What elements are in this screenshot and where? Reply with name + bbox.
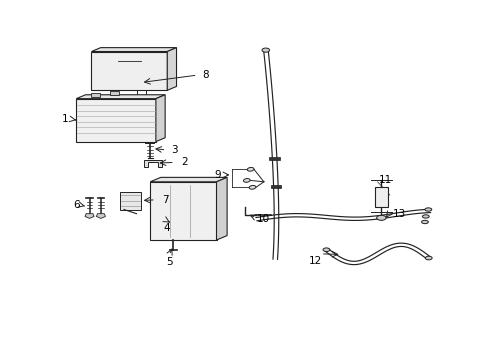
Ellipse shape <box>422 215 428 218</box>
Polygon shape <box>91 93 100 97</box>
Polygon shape <box>150 177 226 182</box>
Text: 11: 11 <box>378 175 391 185</box>
Ellipse shape <box>425 256 431 260</box>
Polygon shape <box>76 99 156 141</box>
Text: 10: 10 <box>256 214 269 224</box>
Text: 7: 7 <box>162 195 168 205</box>
Ellipse shape <box>247 167 253 171</box>
Text: 4: 4 <box>163 222 170 233</box>
Ellipse shape <box>262 48 269 52</box>
Polygon shape <box>110 91 119 95</box>
Polygon shape <box>91 48 176 51</box>
Ellipse shape <box>376 215 386 220</box>
Polygon shape <box>270 185 281 188</box>
Ellipse shape <box>424 208 431 211</box>
Polygon shape <box>96 214 105 219</box>
Text: 12: 12 <box>308 256 321 266</box>
Polygon shape <box>156 95 165 141</box>
Text: 2: 2 <box>181 157 187 167</box>
Text: 3: 3 <box>171 145 178 155</box>
Ellipse shape <box>323 248 329 252</box>
Ellipse shape <box>423 220 430 224</box>
Polygon shape <box>120 192 141 210</box>
Text: 5: 5 <box>165 257 172 267</box>
Polygon shape <box>167 48 176 90</box>
Text: 6: 6 <box>73 201 80 210</box>
Polygon shape <box>374 187 387 207</box>
Polygon shape <box>76 95 165 99</box>
Ellipse shape <box>243 179 250 182</box>
Polygon shape <box>269 157 279 160</box>
Ellipse shape <box>249 185 255 189</box>
Polygon shape <box>91 51 167 90</box>
Polygon shape <box>150 182 216 240</box>
Text: 9: 9 <box>214 170 221 180</box>
Polygon shape <box>85 214 94 219</box>
Text: 1: 1 <box>61 114 68 125</box>
Text: 8: 8 <box>202 70 209 80</box>
Polygon shape <box>216 177 226 240</box>
Text: 13: 13 <box>392 209 406 219</box>
Polygon shape <box>144 159 161 167</box>
